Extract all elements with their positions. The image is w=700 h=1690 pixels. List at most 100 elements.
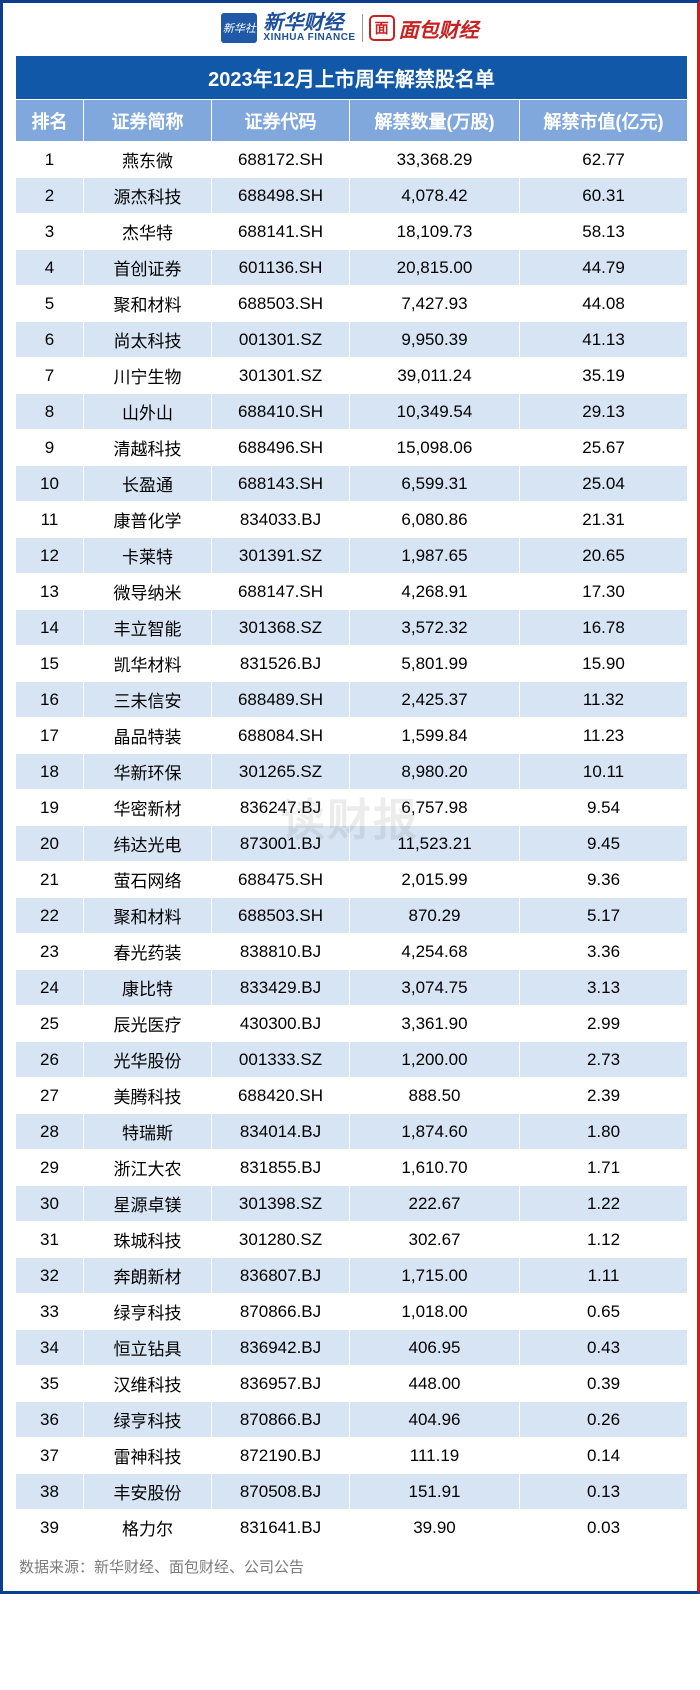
cell-name: 山外山 xyxy=(84,394,212,430)
cell-code: 688498.SH xyxy=(212,178,350,214)
table-row: 7川宁生物301301.SZ39,011.2435.19 xyxy=(16,358,688,394)
cell-value: 3.13 xyxy=(520,970,688,1006)
cell-code: 872190.BJ xyxy=(212,1438,350,1474)
xinhua-badge-icon: 新华社 xyxy=(221,13,257,43)
cell-value: 41.13 xyxy=(520,322,688,358)
cell-qty: 1,715.00 xyxy=(350,1258,520,1294)
cell-value: 58.13 xyxy=(520,214,688,250)
cell-name: 尚太科技 xyxy=(84,322,212,358)
table-row: 14丰立智能301368.SZ3,572.3216.78 xyxy=(16,610,688,646)
cell-code: 831526.BJ xyxy=(212,646,350,682)
cell-value: 20.65 xyxy=(520,538,688,574)
table-row: 5聚和材料688503.SH7,427.9344.08 xyxy=(16,286,688,322)
cell-value: 25.67 xyxy=(520,430,688,466)
table-row: 24康比特833429.BJ3,074.753.13 xyxy=(16,970,688,1006)
cell-value: 11.23 xyxy=(520,718,688,754)
table-row: 12卡莱特301391.SZ1,987.6520.65 xyxy=(16,538,688,574)
cell-code: 688410.SH xyxy=(212,394,350,430)
cell-value: 9.45 xyxy=(520,826,688,862)
mianbao-text: 面包财经 xyxy=(399,14,479,43)
cell-qty: 2,015.99 xyxy=(350,862,520,898)
col-val-header: 解禁市值(亿元) xyxy=(520,100,688,142)
cell-value: 0.13 xyxy=(520,1474,688,1510)
cell-code: 301280.SZ xyxy=(212,1222,350,1258)
table-row: 16三未信安688489.SH2,425.3711.32 xyxy=(16,682,688,718)
cell-qty: 7,427.93 xyxy=(350,286,520,322)
cell-name: 川宁生物 xyxy=(84,358,212,394)
cell-code: 688420.SH xyxy=(212,1078,350,1114)
cell-code: 001333.SZ xyxy=(212,1042,350,1078)
cell-value: 3.36 xyxy=(520,934,688,970)
cell-value: 1.12 xyxy=(520,1222,688,1258)
cell-name: 三未信安 xyxy=(84,682,212,718)
cell-name: 晶品特装 xyxy=(84,718,212,754)
table-row: 1燕东微688172.SH33,368.2962.77 xyxy=(16,142,688,178)
xinhua-logo: 新华社 新华财经 XINHUA FINANCE xyxy=(221,13,355,43)
cell-qty: 1,018.00 xyxy=(350,1294,520,1330)
cell-qty: 6,599.31 xyxy=(350,466,520,502)
cell-qty: 2,425.37 xyxy=(350,682,520,718)
cell-name: 恒立钻具 xyxy=(84,1330,212,1366)
cell-code: 836807.BJ xyxy=(212,1258,350,1294)
cell-code: 688141.SH xyxy=(212,214,350,250)
cell-rank: 9 xyxy=(16,430,84,466)
cell-code: 301301.SZ xyxy=(212,358,350,394)
cell-rank: 28 xyxy=(16,1114,84,1150)
cell-rank: 35 xyxy=(16,1366,84,1402)
table-row: 21萤石网络688475.SH2,015.999.36 xyxy=(16,862,688,898)
cell-name: 微导纳米 xyxy=(84,574,212,610)
cell-value: 44.79 xyxy=(520,250,688,286)
cell-code: 873001.BJ xyxy=(212,826,350,862)
cell-name: 聚和材料 xyxy=(84,286,212,322)
cell-code: 834014.BJ xyxy=(212,1114,350,1150)
cell-rank: 13 xyxy=(16,574,84,610)
cell-code: 301391.SZ xyxy=(212,538,350,574)
cell-value: 9.36 xyxy=(520,862,688,898)
table-row: 31珠城科技301280.SZ302.671.12 xyxy=(16,1222,688,1258)
cell-name: 首创证券 xyxy=(84,250,212,286)
table-row: 3杰华特688141.SH18,109.7358.13 xyxy=(16,214,688,250)
cell-qty: 302.67 xyxy=(350,1222,520,1258)
cell-code: 870866.BJ xyxy=(212,1402,350,1438)
cell-qty: 3,074.75 xyxy=(350,970,520,1006)
cell-name: 丰立智能 xyxy=(84,610,212,646)
cell-qty: 151.91 xyxy=(350,1474,520,1510)
cell-code: 301368.SZ xyxy=(212,610,350,646)
cell-rank: 24 xyxy=(16,970,84,1006)
cell-value: 1.22 xyxy=(520,1186,688,1222)
cell-rank: 16 xyxy=(16,682,84,718)
cell-qty: 4,268.91 xyxy=(350,574,520,610)
table-row: 2源杰科技688498.SH4,078.4260.31 xyxy=(16,178,688,214)
xinhua-cn: 新华财经 xyxy=(263,13,355,33)
cell-qty: 448.00 xyxy=(350,1366,520,1402)
cell-name: 星源卓镁 xyxy=(84,1186,212,1222)
col-rank-header: 排名 xyxy=(16,100,84,142)
cell-name: 华新环保 xyxy=(84,754,212,790)
cell-value: 0.65 xyxy=(520,1294,688,1330)
table-row: 19华密新材836247.BJ6,757.989.54 xyxy=(16,790,688,826)
cell-code: 688503.SH xyxy=(212,286,350,322)
cell-qty: 406.95 xyxy=(350,1330,520,1366)
cell-rank: 22 xyxy=(16,898,84,934)
cell-name: 源杰科技 xyxy=(84,178,212,214)
col-code-header: 证券代码 xyxy=(212,100,350,142)
cell-name: 奔朗新材 xyxy=(84,1258,212,1294)
table-header-row: 排名 证券简称 证券代码 解禁数量(万股) 解禁市值(亿元) xyxy=(16,100,688,142)
cell-qty: 15,098.06 xyxy=(350,430,520,466)
cell-rank: 1 xyxy=(16,142,84,178)
cell-qty: 39.90 xyxy=(350,1510,520,1546)
cell-rank: 27 xyxy=(16,1078,84,1114)
cell-rank: 4 xyxy=(16,250,84,286)
table-row: 34恒立钻具836942.BJ406.950.43 xyxy=(16,1330,688,1366)
cell-code: 688475.SH xyxy=(212,862,350,898)
cell-qty: 20,815.00 xyxy=(350,250,520,286)
cell-rank: 31 xyxy=(16,1222,84,1258)
cell-name: 杰华特 xyxy=(84,214,212,250)
cell-name: 华密新材 xyxy=(84,790,212,826)
cell-value: 1.11 xyxy=(520,1258,688,1294)
cell-rank: 23 xyxy=(16,934,84,970)
cell-code: 836247.BJ xyxy=(212,790,350,826)
cell-code: 870866.BJ xyxy=(212,1294,350,1330)
cell-code: 834033.BJ xyxy=(212,502,350,538)
cell-rank: 26 xyxy=(16,1042,84,1078)
